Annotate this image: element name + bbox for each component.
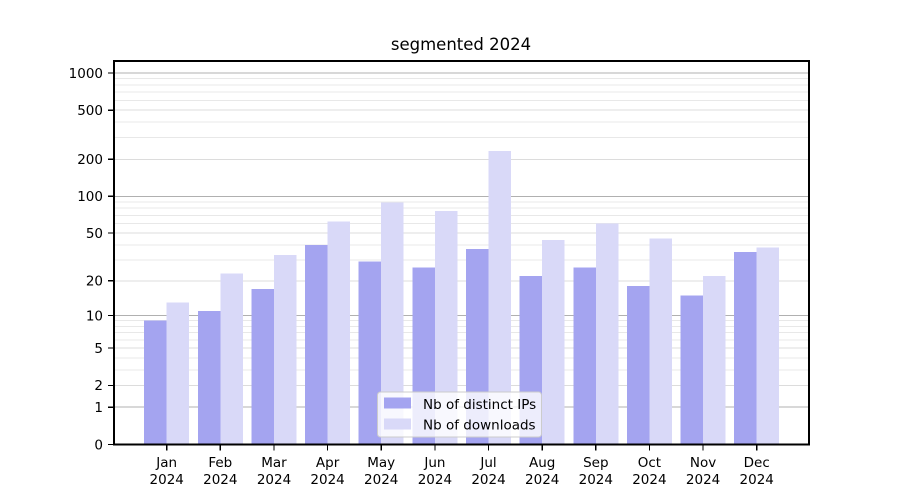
x-tick-label-dec: Dec — [744, 455, 770, 471]
x-tick-label-feb: Feb — [208, 455, 232, 471]
bar-nb-of-downloads-apr — [327, 221, 351, 445]
bars-layer — [144, 151, 780, 445]
y-tick-label-100: 100 — [77, 189, 103, 205]
bar-nb-of-downloads-jul — [488, 151, 511, 445]
x-tick-year-jul: 2024 — [471, 472, 505, 488]
y-tick-label-50: 50 — [86, 226, 103, 242]
x-tick-label-oct: Oct — [638, 455, 661, 471]
bar-nb-of-downloads-mar — [274, 254, 297, 445]
y-tick-label-10: 10 — [86, 308, 103, 324]
bar-nb-of-downloads-aug — [542, 239, 565, 445]
bar-nb-of-distinct-ips-sep — [573, 267, 596, 445]
x-tick-label-nov: Nov — [690, 455, 716, 471]
legend-label-nb-of-downloads: Nb of downloads — [423, 418, 536, 434]
y-tick-label-5: 5 — [94, 341, 103, 357]
x-tick-year-nov: 2024 — [686, 472, 720, 488]
x-tick-year-may: 2024 — [364, 472, 398, 488]
bar-nb-of-downloads-dec — [756, 247, 780, 445]
x-tick-label-may: May — [367, 455, 395, 471]
y-tick-label-1000: 1000 — [69, 66, 103, 82]
y-tick-label-1: 1 — [94, 400, 103, 416]
x-tick-year-jan: 2024 — [150, 472, 184, 488]
bar-nb-of-distinct-ips-feb — [197, 310, 221, 445]
x-tick-label-apr: Apr — [316, 455, 340, 471]
x-tick-label-sep: Sep — [583, 455, 608, 471]
bar-nb-of-distinct-ips-mar — [251, 289, 274, 445]
bar-nb-of-distinct-ips-may — [358, 261, 382, 445]
bar-nb-of-distinct-ips-oct — [626, 286, 650, 445]
x-tick-label-jan: Jan — [155, 455, 177, 471]
bar-nb-of-downloads-feb — [220, 273, 243, 445]
y-tick-label-500: 500 — [77, 103, 103, 119]
x-tick-label-jun: Jun — [423, 455, 445, 471]
y-tick-label-0: 0 — [94, 437, 103, 453]
chart-title: segmented 2024 — [391, 35, 531, 54]
bar-nb-of-downloads-nov — [703, 275, 726, 445]
bar-nb-of-distinct-ips-dec — [734, 251, 757, 445]
y-tick-label-200: 200 — [77, 152, 103, 168]
legend-label-nb-of-distinct-ips: Nb of distinct IPs — [423, 397, 536, 413]
x-tick-year-dec: 2024 — [740, 472, 774, 488]
x-tick-year-mar: 2024 — [257, 472, 291, 488]
x-tick-year-aug: 2024 — [525, 472, 559, 488]
x-tick-year-sep: 2024 — [579, 472, 613, 488]
legend-swatch-nb-of-downloads — [384, 418, 411, 430]
legend-swatch-nb-of-distinct-ips — [384, 397, 411, 409]
y-tick-label-2: 2 — [94, 378, 103, 394]
y-tick-label-20: 20 — [86, 274, 103, 290]
ticks-layer: 01251020501002005001000Jan2024Feb2024Mar… — [69, 66, 774, 488]
bar-nb-of-downloads-sep — [595, 223, 619, 445]
bar-nb-of-downloads-oct — [649, 238, 672, 445]
bar-nb-of-downloads-jan — [166, 302, 190, 445]
x-tick-year-oct: 2024 — [632, 472, 666, 488]
x-tick-year-jun: 2024 — [418, 472, 452, 488]
bar-nb-of-downloads-may — [381, 202, 404, 445]
plot-border — [113, 60, 810, 446]
x-tick-year-feb: 2024 — [203, 472, 237, 488]
bar-nb-of-distinct-ips-apr — [305, 244, 328, 445]
bar-nb-of-downloads-jun — [434, 210, 458, 445]
legend-box — [377, 391, 542, 438]
x-tick-label-aug: Aug — [529, 455, 555, 471]
legend: Nb of distinct IPs Nb of downloads — [377, 391, 542, 438]
x-tick-year-apr: 2024 — [310, 472, 344, 488]
bar-nb-of-distinct-ips-jan — [144, 320, 167, 445]
x-tick-label-mar: Mar — [261, 455, 287, 471]
bar-nb-of-distinct-ips-nov — [680, 295, 704, 445]
x-tick-label-jul: Jul — [479, 455, 496, 471]
